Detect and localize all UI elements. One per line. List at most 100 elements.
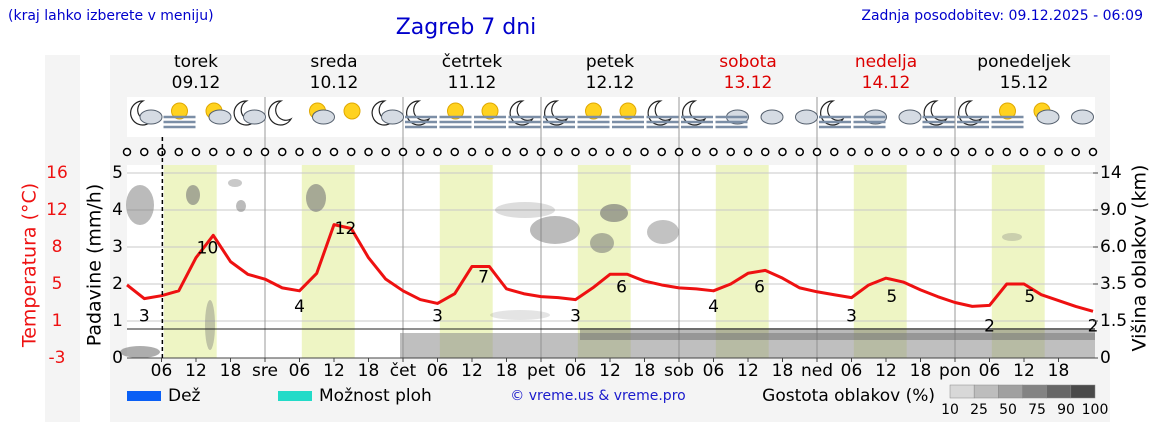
cloud-scale-tick: 50	[999, 402, 1017, 418]
weather-icon	[474, 102, 506, 129]
wind-calm	[416, 147, 425, 157]
x-tick-label: pon	[939, 361, 971, 381]
x-tick-label: 06	[289, 361, 311, 381]
temperature-axis-title: Temperatura (°C)	[19, 183, 41, 348]
cloud	[760, 109, 784, 125]
cloud-blob	[590, 233, 614, 253]
cloud-blob	[186, 185, 200, 205]
wind-calm	[933, 147, 942, 157]
cloud-scale-box	[973, 384, 999, 399]
x-tick-label: 06	[841, 361, 863, 381]
cloud-scale-box	[998, 384, 1023, 399]
x-tick-label: 18	[496, 361, 518, 381]
x-tick-label: 12	[599, 361, 621, 381]
x-tick-label: sob	[664, 361, 694, 381]
daylight-band	[577, 165, 631, 358]
wind-calm	[640, 147, 649, 157]
left-panel	[45, 55, 80, 422]
weather-icon	[612, 102, 644, 129]
x-tick-label: 06	[151, 361, 173, 381]
precip-tick-label: 2	[112, 274, 123, 294]
temperature-tick-label: -3	[49, 348, 66, 368]
temperature-line	[126, 223, 1094, 313]
wind-calm	[157, 147, 166, 157]
cloud-scale-box	[949, 384, 975, 399]
weather-icon	[309, 102, 335, 125]
wind-calm	[657, 147, 666, 157]
wind-calm	[398, 147, 408, 157]
cloud-blob	[1002, 233, 1022, 241]
weather-icon	[205, 102, 232, 125]
credit: © vreme.us & vreme.pro	[510, 388, 685, 404]
wind-calm	[122, 147, 132, 157]
background-layer	[127, 97, 1093, 359]
wind-calm	[433, 147, 442, 157]
cloud-blobs	[120, 179, 1022, 358]
weather-icon	[508, 100, 541, 129]
wind-calm	[588, 147, 597, 157]
hint: (kraj lahko izberete v meniju)	[8, 8, 214, 24]
daylight-band	[991, 165, 1045, 358]
wind-calm	[295, 147, 304, 157]
wind-calm	[778, 147, 787, 157]
cloud-blob	[530, 216, 580, 244]
precip-tick-label: 5	[112, 163, 123, 183]
wind-calm	[968, 147, 977, 157]
wind-calm	[674, 147, 684, 157]
wind-calm	[260, 147, 270, 157]
day-date: 11.12	[448, 73, 497, 93]
sun	[999, 102, 1016, 120]
wind-calm	[795, 147, 804, 157]
y2-tick-label: 14	[1100, 163, 1122, 183]
wind-calm	[709, 147, 718, 157]
temperature-tick-label: 16	[46, 163, 68, 183]
temperature-tick-label: 8	[52, 237, 63, 257]
temperature-extreme-label: 12	[335, 219, 357, 239]
x-tick-label: 12	[875, 361, 897, 381]
wind-calm	[191, 147, 201, 157]
temperature-extreme-label: 5	[886, 287, 897, 307]
precip-tick-label: 1	[112, 311, 123, 331]
day-name: sreda	[310, 52, 357, 72]
cloud-blob	[600, 204, 628, 222]
temperature-extreme-label: 4	[708, 297, 719, 317]
daylight-band	[439, 165, 493, 358]
wind-calm	[623, 147, 632, 157]
wind-calm	[554, 147, 563, 157]
temperature-extreme-label: 2	[1088, 316, 1099, 336]
sun	[171, 102, 188, 120]
x-tick-label: 18	[634, 361, 656, 381]
weather-icon	[543, 100, 575, 129]
temperature-tick-label: 1	[52, 311, 63, 331]
wind-calm	[502, 147, 511, 157]
x-tick-label: 18	[220, 361, 242, 381]
cloud	[139, 109, 163, 125]
weather-icon	[268, 100, 293, 126]
cloud-blob	[236, 200, 246, 212]
cloud	[208, 109, 232, 125]
wind-calm	[1054, 147, 1063, 157]
precip-tick-label: 3	[112, 237, 123, 257]
temperature-tick-label: 12	[46, 200, 68, 220]
cloud-scale-tick: 100	[1082, 402, 1109, 418]
wind-calm	[571, 147, 580, 157]
cloud-axis-title: Višina oblakov (km)	[1129, 165, 1151, 352]
day-date: 15.12	[1000, 73, 1049, 93]
cloud	[381, 109, 404, 125]
day-name: sobota	[719, 52, 777, 72]
page-title: Zagreb 7 dni	[396, 15, 537, 40]
cloud-scale-tick: 75	[1028, 402, 1046, 418]
legend-swatch	[278, 391, 312, 401]
sun	[447, 102, 464, 120]
weather-icon	[681, 100, 713, 129]
y2-tick-label: 9.0	[1100, 200, 1127, 220]
weather-icon	[233, 100, 266, 126]
wind-calm	[1071, 147, 1080, 157]
weather-icon	[405, 100, 437, 129]
cloud-blob	[205, 300, 215, 350]
wind-calm	[226, 147, 235, 157]
temperature-extreme-label: 4	[294, 297, 305, 317]
day-date: 14.12	[862, 73, 911, 93]
wind-calm	[916, 147, 925, 157]
temperature-extreme-label: 10	[197, 238, 219, 258]
